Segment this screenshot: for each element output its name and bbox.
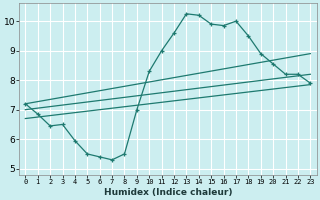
X-axis label: Humidex (Indice chaleur): Humidex (Indice chaleur) [104,188,232,197]
